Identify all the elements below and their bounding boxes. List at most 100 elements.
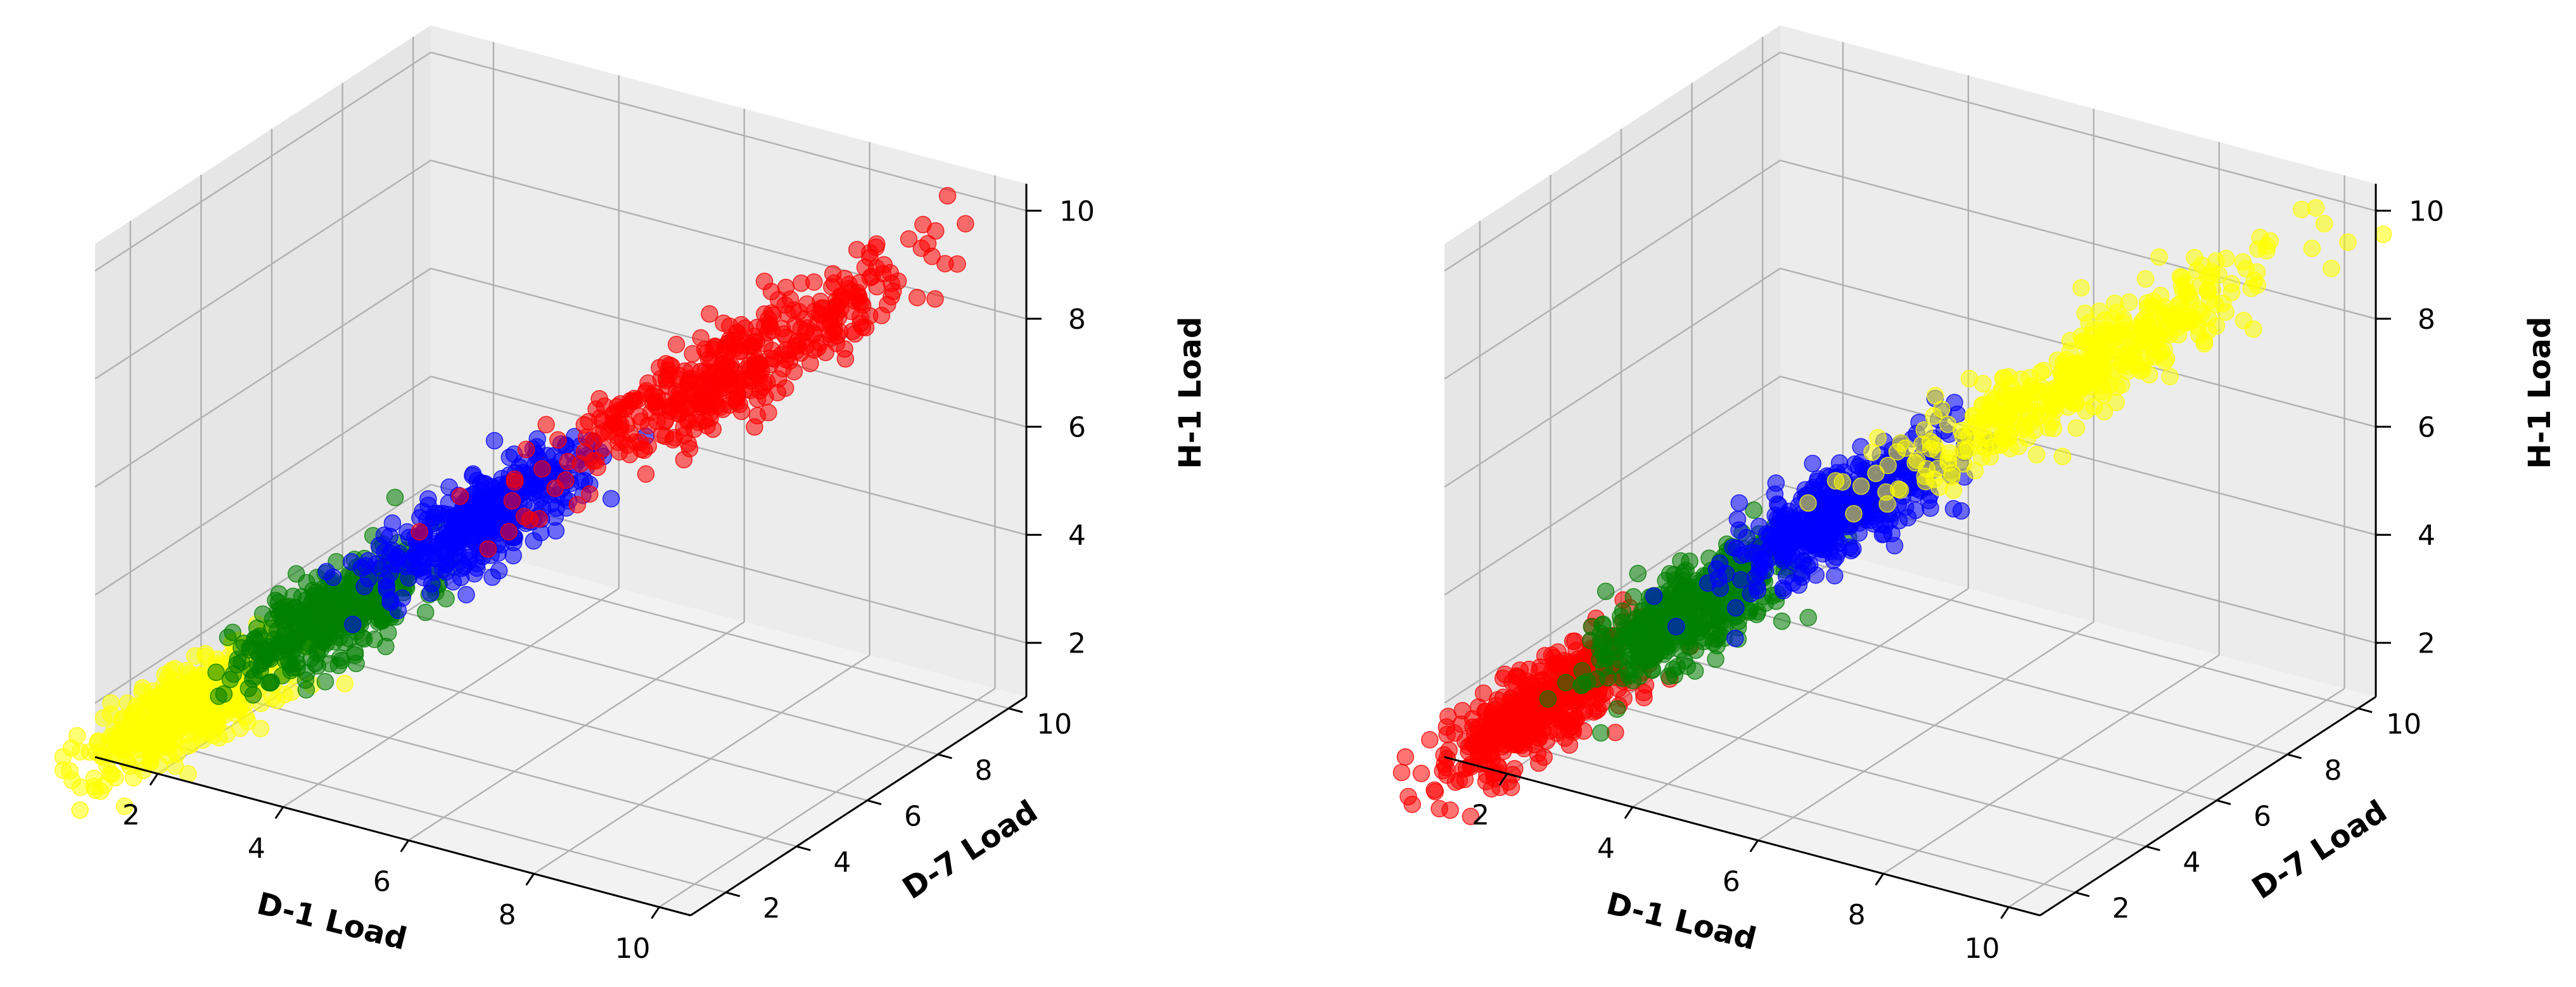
data-point <box>485 431 504 450</box>
data-point <box>1624 672 1642 690</box>
data-point <box>246 630 264 648</box>
data-point <box>162 727 179 746</box>
data-point <box>533 460 551 478</box>
data-point <box>1749 602 1766 621</box>
data-point <box>755 272 774 290</box>
data-point <box>2133 331 2151 349</box>
data-point <box>715 314 732 332</box>
data-point <box>2217 250 2235 267</box>
data-point <box>706 337 724 355</box>
data-point <box>2315 215 2333 232</box>
data-point <box>1437 758 1455 777</box>
data-point <box>1426 782 1444 801</box>
data-point <box>2152 303 2169 322</box>
data-point <box>1908 451 1926 469</box>
data-point <box>118 694 136 712</box>
data-point <box>283 683 300 701</box>
data-point <box>1873 526 1892 544</box>
x-tick-label: 2 <box>122 799 140 831</box>
data-point <box>851 314 869 333</box>
data-point <box>370 537 388 554</box>
x-gridline <box>2008 687 2345 908</box>
z-gridline <box>1444 267 1781 488</box>
data-point <box>2234 253 2252 271</box>
x-tick <box>400 839 409 853</box>
y-gridline <box>271 641 868 801</box>
data-point <box>760 404 777 422</box>
data-point <box>438 509 456 527</box>
data-point <box>2207 317 2226 335</box>
z-gridline <box>1444 160 1781 380</box>
data-point <box>805 273 823 291</box>
data-point <box>224 665 243 683</box>
data-point <box>331 649 349 667</box>
data-point <box>2323 260 2340 277</box>
data-point <box>2186 248 2203 267</box>
data-point <box>270 585 288 603</box>
y-axis-line <box>690 696 1027 917</box>
data-point <box>346 643 364 661</box>
z-gridline <box>430 51 1027 212</box>
data-point <box>1597 582 1615 601</box>
data-point <box>2303 239 2321 257</box>
y-gridline <box>412 549 1009 710</box>
data-point <box>1984 437 2002 455</box>
x-tick-label: 6 <box>373 866 391 898</box>
data-point <box>71 801 89 819</box>
data-point <box>437 590 455 608</box>
data-point <box>264 610 281 628</box>
data-point <box>1518 686 1536 704</box>
data-point <box>1502 779 1521 796</box>
data-point <box>632 440 651 459</box>
data-point <box>1939 416 1957 433</box>
data-point <box>54 761 72 779</box>
data-point <box>2067 419 2086 437</box>
data-point <box>1826 567 1844 585</box>
data-point <box>1863 443 1881 461</box>
y-tick <box>2145 845 2160 851</box>
data-point <box>281 655 300 673</box>
data-point <box>517 440 535 459</box>
data-point <box>437 563 456 581</box>
y-tick <box>2075 891 2090 898</box>
data-point <box>768 384 786 402</box>
data-point <box>1559 720 1578 739</box>
data-point <box>421 584 440 602</box>
data-point <box>926 290 944 308</box>
data-point <box>2190 302 2209 319</box>
data-point <box>1974 374 1992 393</box>
data-point <box>1827 472 1845 490</box>
data-point <box>1566 632 1584 650</box>
data-point <box>1799 494 1817 512</box>
data-point <box>1629 623 1647 642</box>
x-axis-line <box>94 756 691 917</box>
data-point <box>1591 651 1609 668</box>
data-point <box>231 719 249 737</box>
data-point <box>549 431 567 449</box>
data-point <box>1575 703 1593 721</box>
data-point <box>908 288 926 307</box>
x-gridline <box>283 587 620 808</box>
data-point <box>701 305 718 323</box>
data-point <box>525 532 543 550</box>
data-point <box>948 255 966 273</box>
data-point <box>2039 419 2057 437</box>
data-point <box>2072 354 2091 373</box>
data-point <box>731 373 749 391</box>
z-gridline <box>94 483 431 704</box>
data-point <box>1624 588 1642 606</box>
data-point <box>1446 724 1463 742</box>
x-gridline <box>1882 654 2220 875</box>
data-point <box>874 265 892 283</box>
data-point <box>2150 248 2168 266</box>
data-point <box>2096 311 2114 329</box>
data-point <box>2053 447 2072 466</box>
data-point <box>1400 787 1417 806</box>
data-point <box>581 485 599 503</box>
y-tick-label: 6 <box>2254 800 2271 832</box>
x-tick-label: 2 <box>1472 799 1489 831</box>
data-point <box>1707 650 1725 668</box>
data-point <box>703 386 722 404</box>
data-point <box>661 356 679 374</box>
data-point <box>207 663 225 682</box>
